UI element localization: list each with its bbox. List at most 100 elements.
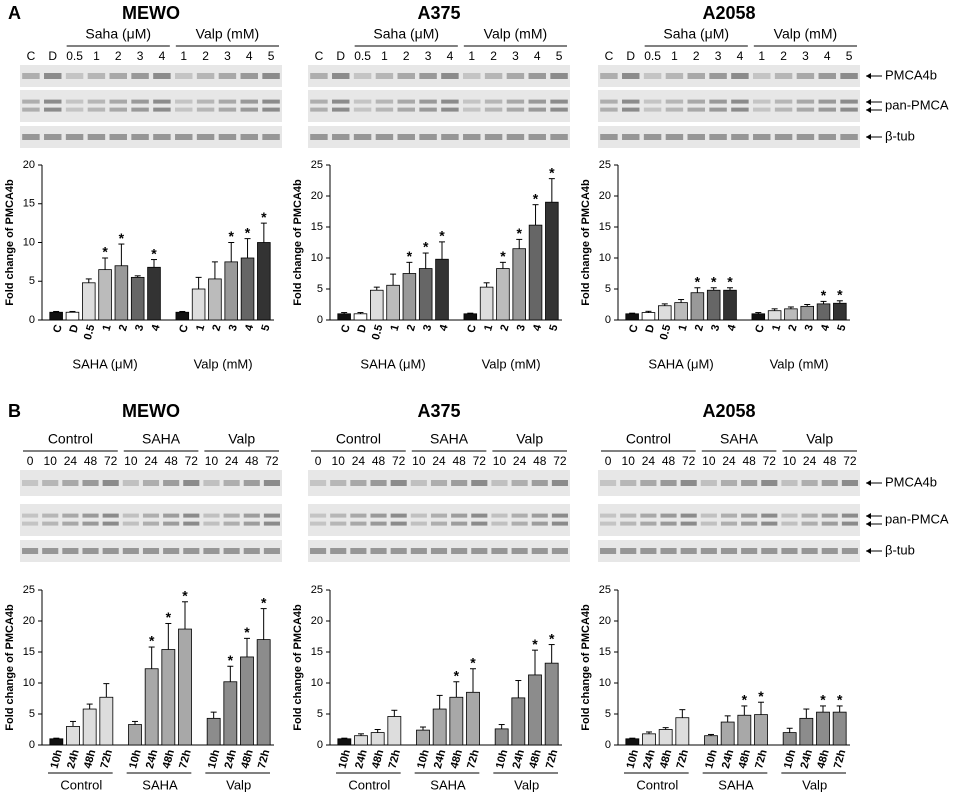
lane-label: 10: [332, 454, 346, 468]
lane-label: 10: [412, 454, 426, 468]
lane-label: 0: [605, 454, 612, 468]
lane-label: 1: [671, 49, 678, 63]
x-tick-label: 24h: [223, 748, 240, 770]
bar: [82, 282, 96, 321]
blot-strip: [20, 90, 282, 122]
y-tick-label: 15: [599, 221, 611, 233]
lane-label: 10: [44, 454, 58, 468]
significance-star: *: [820, 692, 826, 708]
x-tick-label: 24h: [65, 748, 82, 770]
blot-label: β-tub: [885, 542, 915, 557]
bar: [784, 308, 798, 321]
x-tick-label: 72h: [753, 748, 770, 770]
x-tick-label: 72h: [387, 748, 404, 770]
lane-label: 72: [185, 454, 199, 468]
x-tick-label: 10h: [494, 748, 511, 770]
significance-star: *: [742, 692, 748, 708]
lane-label: 72: [763, 454, 777, 468]
y-tick-label: 15: [23, 198, 35, 210]
x-tick-label: 24h: [799, 748, 816, 770]
x-tick-label: 1: [101, 323, 114, 332]
x-tick-label: 2: [498, 323, 511, 332]
significance-star: *: [261, 209, 267, 225]
bar: [800, 305, 814, 321]
lane-group-label: SAHA: [430, 431, 469, 447]
bar: [754, 714, 768, 746]
y-tick-label: 0: [605, 739, 611, 751]
lane-label: 24: [352, 454, 366, 468]
lane-group-label: Valp: [228, 431, 255, 447]
x-tick-label: 4: [438, 323, 451, 333]
significance-star: *: [228, 652, 234, 668]
lane-label: C: [605, 49, 614, 63]
bar: [387, 716, 402, 746]
significance-star: *: [727, 273, 733, 289]
lane-label: 4: [534, 49, 541, 63]
cell-line-title: A2058: [702, 401, 755, 421]
bar: [144, 668, 159, 746]
lane-group-label: Valp (mM): [484, 26, 548, 42]
blot-strip: [20, 65, 282, 87]
lane-group-label: Saha (μM): [373, 26, 439, 42]
bar: [512, 248, 526, 321]
x-tick-label: 2: [405, 323, 418, 332]
y-tick-label: 20: [23, 615, 35, 627]
lane-label: 3: [512, 49, 519, 63]
blot-strip: [20, 540, 282, 562]
group-label: Valp: [514, 777, 539, 792]
cell-line-title: A2058: [702, 3, 755, 23]
x-tick-label: 4: [243, 323, 256, 333]
bar: [494, 728, 509, 746]
lane-label: 0.5: [644, 49, 661, 63]
bar: [418, 268, 433, 321]
significance-star: *: [245, 224, 251, 240]
significance-star: *: [151, 245, 157, 261]
x-tick-label: C: [465, 323, 479, 334]
x-tick-label: 24h: [144, 748, 161, 770]
y-tick-label: 15: [311, 646, 323, 658]
blot-strip: [20, 126, 282, 148]
y-axis-label: Fold change of PMCA4b: [292, 604, 304, 731]
x-tick-label: 1: [194, 323, 207, 332]
y-tick-label: 5: [29, 275, 35, 287]
x-tick-label: 10h: [206, 748, 223, 770]
x-tick-label: 1: [770, 323, 783, 332]
bar: [435, 258, 449, 321]
panel-letter: A: [8, 3, 21, 23]
bar: [337, 738, 352, 746]
lane-label: D: [336, 49, 345, 63]
lane-label: 4: [159, 49, 166, 63]
y-tick-label: 20: [599, 615, 611, 627]
x-tick-label: 72h: [99, 748, 116, 770]
bar: [114, 265, 129, 321]
group-label: Valp (mM): [194, 356, 253, 371]
lane-label: 0.5: [66, 49, 83, 63]
cell-line-title: A375: [417, 3, 460, 23]
y-tick-label: 20: [23, 159, 35, 171]
bar: [191, 288, 206, 321]
lane-group-label: SAHA: [142, 431, 181, 447]
y-tick-label: 10: [311, 252, 323, 264]
lane-label: 5: [556, 49, 563, 63]
x-tick-label: 2: [693, 323, 706, 332]
x-tick-label: 10h: [625, 748, 642, 770]
lane-group-label: SAHA: [720, 431, 759, 447]
bar: [675, 717, 690, 746]
lane-label: 2: [115, 49, 122, 63]
x-tick-label: C: [51, 323, 65, 334]
x-tick-label: 24h: [720, 748, 737, 770]
bar: [223, 681, 238, 746]
y-tick-label: 20: [599, 190, 611, 202]
bar: [641, 312, 656, 321]
bar: [833, 302, 847, 321]
y-tick-label: 0: [605, 314, 611, 326]
lane-label: 5: [268, 49, 275, 63]
blot-strip: [598, 540, 860, 562]
bar: [690, 292, 705, 321]
bar: [658, 729, 673, 746]
lane-label: 72: [104, 454, 118, 468]
lane-label: 1: [758, 49, 765, 63]
arrow-head: [866, 513, 871, 519]
x-tick-label: 48h: [815, 748, 832, 770]
bar: [658, 305, 672, 321]
